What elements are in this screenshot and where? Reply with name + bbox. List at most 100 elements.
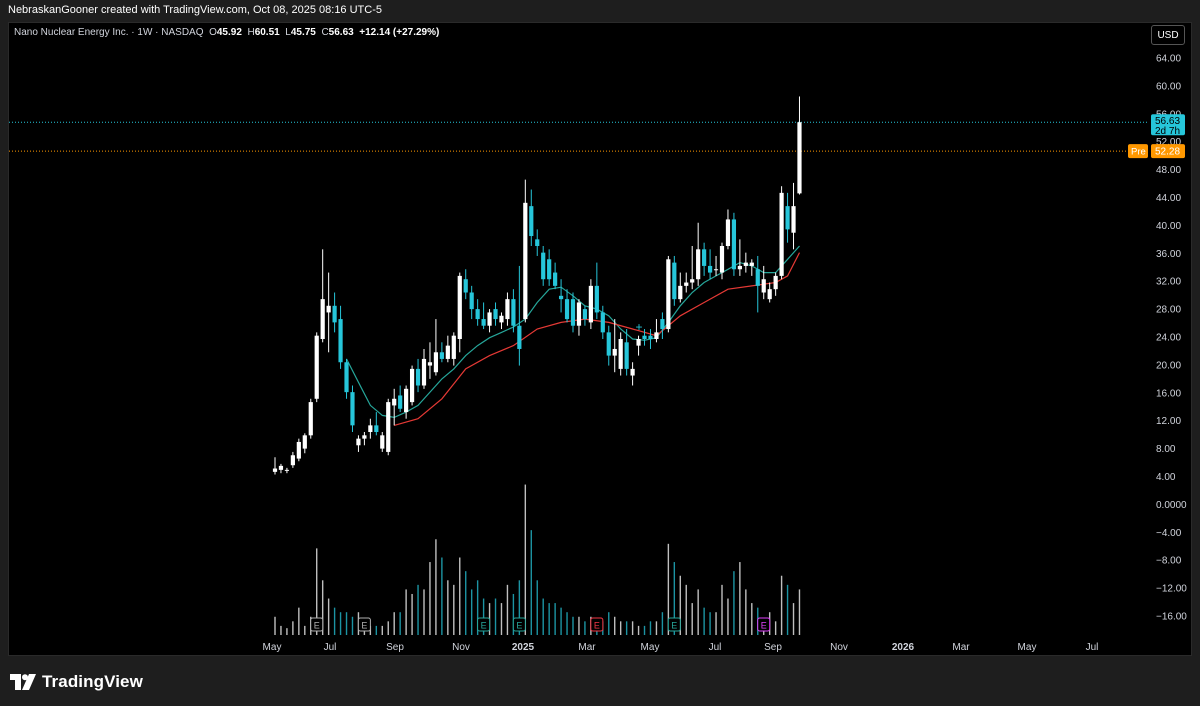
volume-bar xyxy=(685,584,687,635)
volume-bar xyxy=(381,625,383,635)
volume-bar xyxy=(715,612,717,635)
candle-body xyxy=(374,425,379,432)
earnings-marker xyxy=(757,617,771,632)
earnings-marker-label: E xyxy=(594,621,600,631)
candle-body xyxy=(451,335,456,359)
volume-bar xyxy=(405,589,407,635)
volume-bar xyxy=(345,612,348,635)
candle-body xyxy=(606,332,611,356)
volume-bar xyxy=(721,584,723,635)
y-axis-tick-label: −12.00 xyxy=(1156,584,1187,595)
candle-body xyxy=(523,202,528,320)
volume-bar xyxy=(465,571,467,635)
volume-bar xyxy=(566,612,568,635)
candle-body xyxy=(439,352,444,359)
earnings-marker xyxy=(477,617,491,632)
x-axis-tick-label: May xyxy=(641,642,660,653)
volume-bar xyxy=(316,548,318,635)
volume-bar xyxy=(673,562,676,635)
candle-body xyxy=(433,352,439,373)
volume-bar xyxy=(494,598,497,635)
low-value: 45.75 xyxy=(290,27,316,38)
candle-body xyxy=(404,388,409,413)
volume-bar xyxy=(786,584,789,635)
candle-body xyxy=(398,395,403,409)
candle-body xyxy=(719,246,725,273)
earnings-marker-label: E xyxy=(481,621,487,631)
crosshair-marker: + xyxy=(636,320,643,334)
candle-body xyxy=(326,305,331,313)
candle-body xyxy=(767,289,772,300)
candle-body xyxy=(344,362,349,393)
volume-bar xyxy=(339,612,342,635)
candle-body xyxy=(463,279,468,293)
earnings-marker-label: E xyxy=(314,621,320,631)
volume-bar xyxy=(333,607,336,635)
last-price-tag xyxy=(1151,114,1185,136)
y-axis-tick-label: 16.00 xyxy=(1156,388,1181,399)
premarket-label-tag xyxy=(1128,144,1148,159)
candle-body xyxy=(696,249,701,280)
y-axis-tick-label: −16.00 xyxy=(1156,612,1187,623)
candle-body xyxy=(368,425,373,432)
currency-button[interactable]: USD xyxy=(1151,25,1185,45)
volume-bar xyxy=(619,621,622,635)
candle-body xyxy=(427,362,433,366)
candle-body xyxy=(475,309,480,320)
y-axis-tick-label: −8.00 xyxy=(1156,556,1182,567)
candle-body xyxy=(612,348,617,356)
volume-bar xyxy=(727,598,729,635)
volume-bar xyxy=(697,589,699,635)
candle-body xyxy=(785,206,790,230)
volume-bar xyxy=(554,603,556,635)
x-axis-tick-label: 2026 xyxy=(892,642,915,653)
volume-bar xyxy=(560,607,562,635)
earnings-marker xyxy=(590,617,604,632)
volume-bar xyxy=(482,598,485,635)
volume-bar xyxy=(631,621,634,635)
y-axis-tick-label: 60.00 xyxy=(1156,81,1181,92)
volume-bar xyxy=(667,543,670,635)
volume-bar xyxy=(536,580,538,635)
volume-bar xyxy=(661,612,664,635)
volume-bar xyxy=(351,616,354,635)
volume-bar xyxy=(709,612,711,635)
tradingview-logo-icon xyxy=(10,674,36,690)
chart-frame[interactable] xyxy=(8,22,1192,656)
candle-body xyxy=(469,292,474,310)
volume-bar xyxy=(393,612,395,635)
candle-body xyxy=(797,122,802,194)
volume-bar xyxy=(399,612,401,635)
candle-body xyxy=(380,435,385,449)
candle-body xyxy=(594,285,599,313)
x-axis-tick-label: Mar xyxy=(578,642,596,653)
tradingview-logo[interactable]: TradingView xyxy=(10,672,143,692)
candle-body xyxy=(487,312,492,326)
chart-attribution: NebraskanGooner created with TradingView… xyxy=(8,4,382,16)
x-axis-tick-label: 2025 xyxy=(512,642,535,653)
candle-body xyxy=(570,299,576,326)
candle-body xyxy=(618,339,623,369)
candle-body xyxy=(582,309,588,320)
volume-bar xyxy=(512,593,515,635)
candle-body xyxy=(505,299,510,320)
candle-body xyxy=(320,299,325,339)
y-axis-tick-label: 0.0000 xyxy=(1156,500,1187,511)
volume-bar xyxy=(321,580,324,635)
candle-body xyxy=(499,315,504,323)
y-axis-tick-label: 24.00 xyxy=(1156,333,1181,344)
volume-bar xyxy=(751,603,753,635)
change-value: +12.14 (+27.29%) xyxy=(359,27,440,38)
candle-body xyxy=(660,319,665,330)
volume-bar xyxy=(524,484,527,635)
volume-bar xyxy=(792,603,795,635)
y-axis-tick-label: 28.00 xyxy=(1156,305,1181,316)
candle-body xyxy=(517,325,522,349)
moving-average-long xyxy=(394,252,801,426)
close-value: 56.63 xyxy=(328,27,354,38)
high-value: 60.51 xyxy=(254,27,280,38)
candle-body xyxy=(773,275,778,290)
y-axis-tick-label: 8.00 xyxy=(1156,444,1176,455)
x-axis-tick-label: Sep xyxy=(764,642,782,653)
